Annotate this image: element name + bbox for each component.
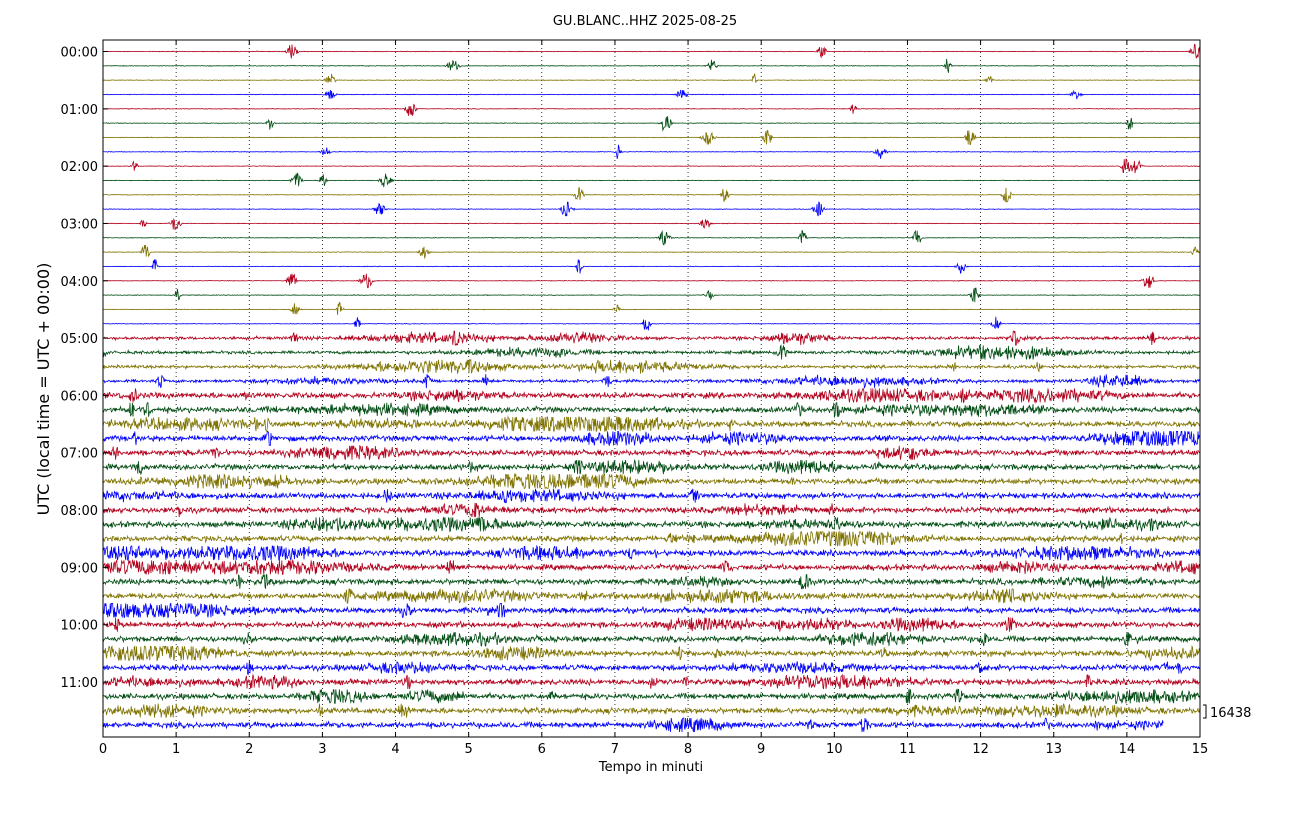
hour-label: 08:00 — [61, 504, 98, 519]
hour-label: 00:00 — [61, 46, 98, 61]
seismic-trace — [102, 330, 1201, 346]
seismic-trace — [102, 344, 1201, 360]
x-tick-label: 3 — [318, 742, 326, 757]
seismic-trace — [102, 415, 1201, 433]
hour-label: 10:00 — [61, 619, 98, 634]
seismic-trace — [102, 616, 1201, 632]
seismic-trace — [102, 631, 1201, 647]
hour-label: 02:00 — [61, 160, 98, 175]
hour-tick-labels: 00:00 01:00 02:00 03:00 04:00 05:00 06:00 07:00… — [61, 46, 108, 691]
seismic-trace — [102, 502, 1201, 518]
seismic-trace — [102, 316, 1200, 331]
x-tick-label: 8 — [684, 742, 692, 757]
seismic-trace — [102, 130, 1200, 145]
x-tick-label: 2 — [245, 742, 253, 757]
seismic-trace — [102, 602, 1201, 619]
seismic-traces — [102, 44, 1201, 733]
y-axis-label: UTC (local time = UTC + 00:00) — [34, 263, 53, 516]
seismic-trace — [102, 172, 1201, 188]
x-tick-label: 1 — [172, 742, 180, 757]
hour-label: 01:00 — [61, 103, 98, 118]
seismic-trace — [102, 158, 1201, 174]
x-tick-label: 13 — [1045, 742, 1062, 757]
seismic-trace — [102, 530, 1201, 548]
seismic-trace — [102, 660, 1201, 676]
seismic-trace — [102, 587, 1201, 604]
seismic-trace — [102, 574, 1201, 590]
seismic-trace — [102, 472, 1201, 490]
chart-title: GU.BLANC..HHZ 2025-08-25 — [553, 14, 737, 29]
hour-label: 06:00 — [61, 389, 98, 404]
hour-label: 03:00 — [61, 217, 98, 232]
seismic-trace — [102, 559, 1201, 575]
x-tick-label: 14 — [1119, 742, 1136, 757]
seismic-trace — [102, 217, 1200, 230]
x-tick-label: 5 — [465, 742, 473, 757]
seismic-trace — [102, 187, 1200, 203]
seismic-trace — [102, 402, 1201, 419]
seismic-trace — [102, 429, 1201, 447]
hour-label: 04:00 — [61, 275, 98, 290]
x-tick-label: 11 — [899, 742, 916, 757]
seismic-trace — [102, 144, 1200, 159]
scale-bracket — [1203, 704, 1207, 719]
x-tick-label: 4 — [391, 742, 399, 757]
hour-label: 11:00 — [61, 676, 98, 691]
seismic-trace — [102, 273, 1200, 289]
hour-label: 05:00 — [61, 332, 98, 347]
seismic-trace — [102, 73, 1200, 83]
seismic-trace — [102, 644, 1201, 662]
x-tick-label: 7 — [611, 742, 619, 757]
minute-gridlines — [175, 40, 1128, 737]
seismic-trace — [102, 201, 1200, 217]
seismic-trace — [102, 673, 1200, 690]
seismic-trace — [102, 116, 1200, 132]
seismic-trace — [102, 259, 1201, 275]
seismic-trace — [102, 374, 1201, 389]
seismic-trace — [102, 103, 1200, 116]
seismic-trace — [102, 717, 1164, 733]
seismic-trace — [102, 89, 1200, 100]
amplitude-scale: 16438 — [1203, 704, 1251, 721]
seismic-trace — [102, 301, 1200, 316]
scale-label: 16438 — [1210, 706, 1251, 721]
seismic-trace — [102, 703, 1201, 718]
seismic-trace — [102, 229, 1200, 246]
seismic-trace — [102, 358, 1201, 374]
plot-frame — [102, 39, 1201, 738]
x-tick-label: 9 — [757, 742, 765, 757]
x-tick-label: 15 — [1192, 742, 1209, 757]
seismic-trace — [102, 444, 1201, 460]
seismic-trace — [102, 58, 1201, 73]
seismic-trace — [102, 459, 1200, 476]
x-tick-label: 10 — [826, 742, 843, 757]
seismic-trace — [102, 544, 1201, 562]
seismic-trace — [102, 245, 1200, 260]
seismic-trace — [102, 44, 1201, 59]
hour-label: 07:00 — [61, 447, 98, 462]
seismic-trace — [102, 516, 1201, 533]
seismic-trace — [102, 488, 1201, 504]
x-tick-label: 0 — [99, 742, 107, 757]
seismic-trace — [102, 287, 1200, 303]
x-tick-labels: 0 1 2 3 4 5 6 7 8 9 10 11 12 13 14 15 — [99, 40, 1208, 757]
hour-label: 09:00 — [61, 561, 98, 576]
seismic-trace — [102, 387, 1201, 404]
seismic-trace — [102, 688, 1201, 704]
x-tick-label: 12 — [972, 742, 989, 757]
x-axis-label: Tempo in minuti — [598, 760, 703, 775]
x-tick-label: 6 — [538, 742, 546, 757]
